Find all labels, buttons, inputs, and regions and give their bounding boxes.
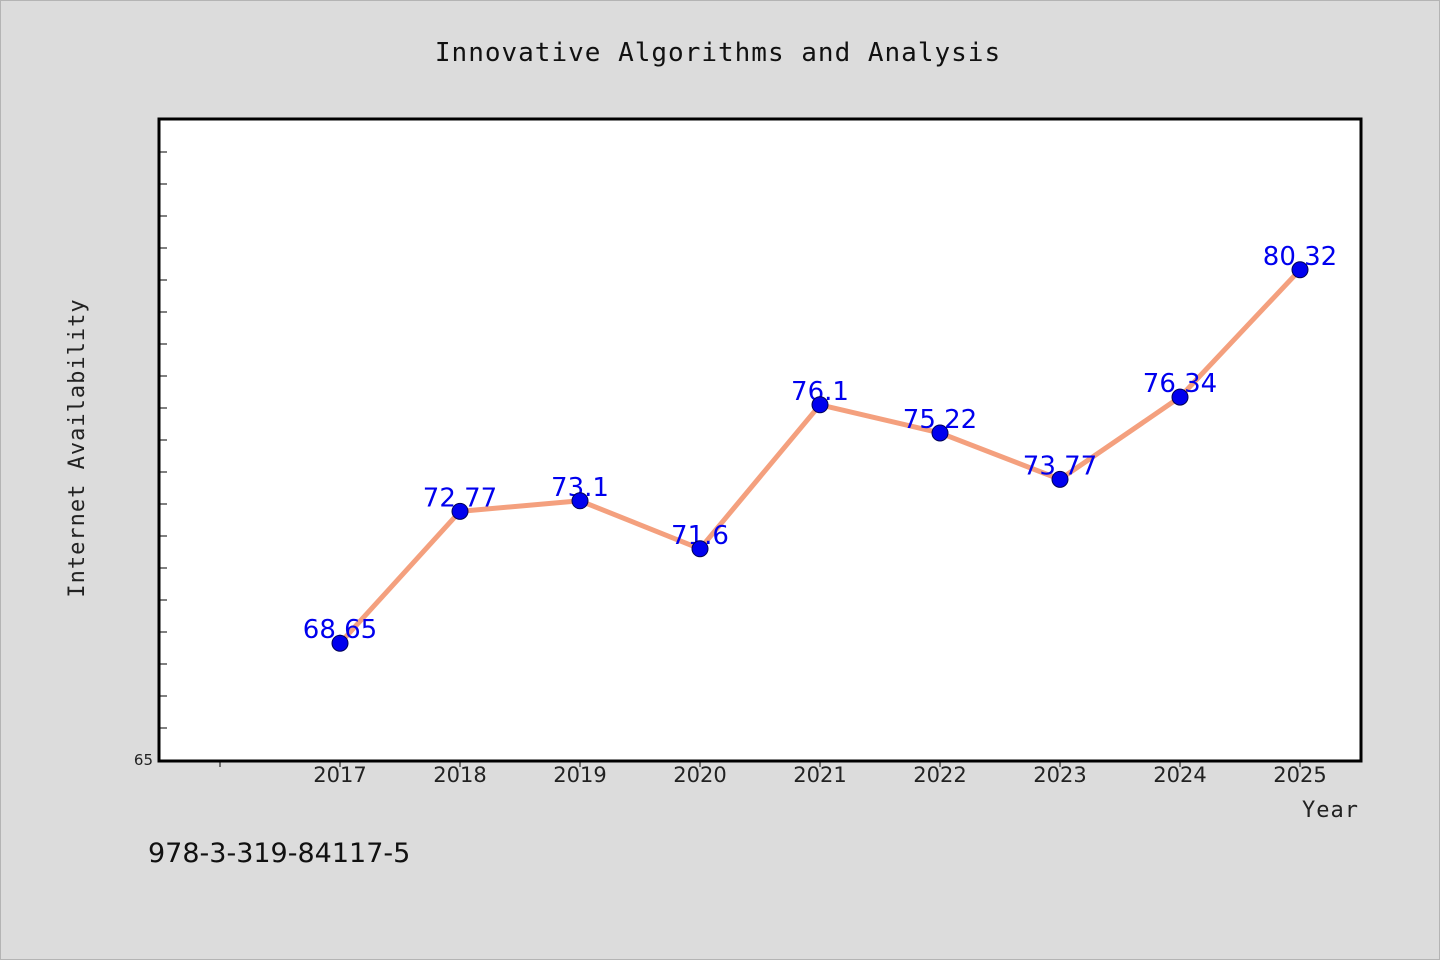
plot-area bbox=[157, 117, 1363, 763]
x-tick-label: 2021 bbox=[793, 763, 846, 787]
y-axis-label: Internet Availability bbox=[65, 298, 90, 597]
y-tick-labels: 65 bbox=[134, 751, 153, 769]
data-point bbox=[811, 396, 829, 414]
chart-title: Innovative Algorithms and Analysis bbox=[435, 38, 1001, 68]
x-tick-label: 2018 bbox=[433, 763, 486, 787]
data-point bbox=[331, 634, 349, 652]
x-axis-label: Year bbox=[1302, 798, 1359, 823]
data-point bbox=[451, 502, 469, 520]
data-point bbox=[1291, 261, 1309, 279]
data-point bbox=[931, 424, 949, 442]
x-tick-label: 2019 bbox=[553, 763, 606, 787]
isbn-text: 978-3-319-84117-5 bbox=[148, 838, 410, 869]
x-tick-label: 2022 bbox=[913, 763, 966, 787]
x-tick-label: 2023 bbox=[1033, 763, 1086, 787]
x-tick-label: 2025 bbox=[1273, 763, 1326, 787]
axis-ticks bbox=[160, 151, 1301, 767]
data-point bbox=[1171, 388, 1189, 406]
x-tick-label: 2020 bbox=[673, 763, 726, 787]
data-point bbox=[691, 540, 709, 558]
x-tick-label: 2017 bbox=[313, 763, 366, 787]
data-markers bbox=[331, 261, 1309, 652]
x-tick-labels: 2017 2018 2019 2020 2021 2022 2023 2024 2025 bbox=[313, 763, 1326, 787]
data-point bbox=[1051, 470, 1069, 488]
data-point bbox=[571, 492, 589, 510]
y-tick-label: 65 bbox=[134, 751, 153, 769]
x-tick-label: 2024 bbox=[1153, 763, 1206, 787]
